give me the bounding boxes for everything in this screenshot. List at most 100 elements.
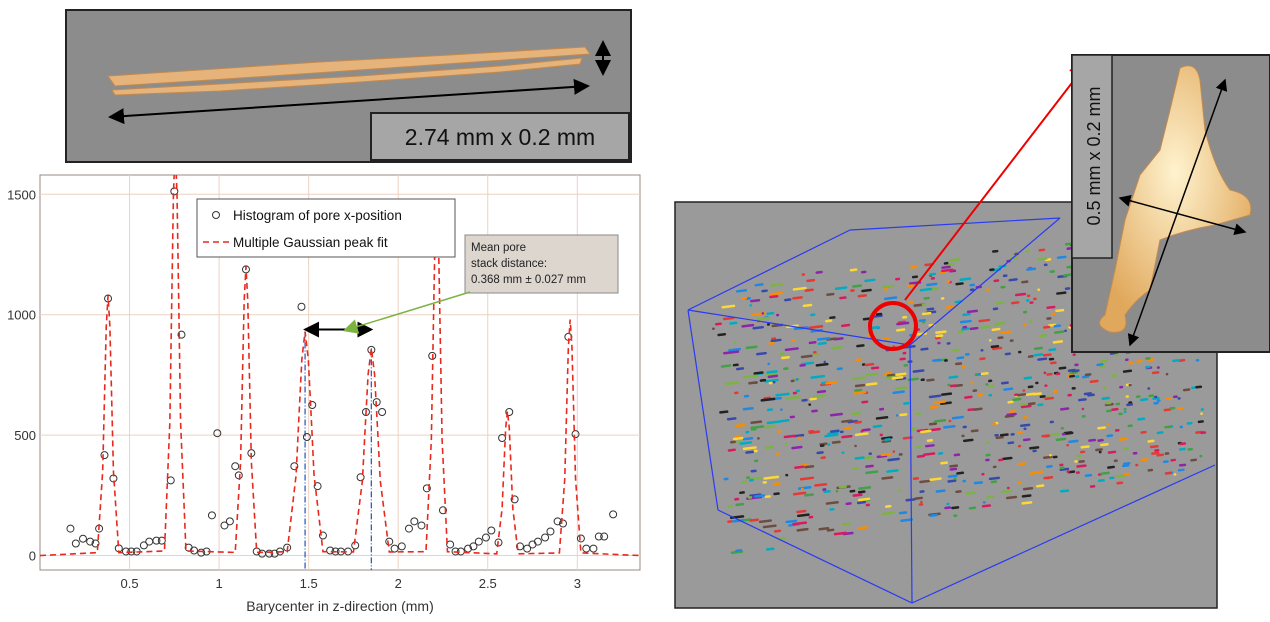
dimension-label: 2.74 mm x 0.2 mm [405, 124, 595, 150]
pore-streak [824, 491, 829, 492]
pore-streak [814, 395, 824, 396]
pore-streak [767, 549, 773, 550]
pore-streak [1064, 275, 1071, 276]
pore-streak [1088, 395, 1093, 396]
pore-streak [1029, 403, 1034, 404]
pore-streak [894, 392, 904, 393]
pore-streak [1152, 453, 1158, 454]
pore-streak [756, 284, 763, 285]
pore-streak [930, 424, 936, 425]
pore-streak [971, 328, 977, 329]
pore-streak [737, 504, 743, 505]
pore-streak [930, 396, 940, 397]
pore-streak [1154, 398, 1159, 399]
pore-streak [765, 477, 778, 479]
pore-streak [769, 376, 777, 377]
pore-streak [1008, 414, 1016, 415]
pore-streak [767, 447, 773, 448]
pore-streak [827, 502, 838, 503]
pore-streak [857, 345, 863, 346]
pore-streak [949, 265, 953, 266]
pore-streak [1141, 399, 1147, 400]
y-tick-label: 500 [14, 428, 36, 443]
pore-streak [810, 326, 822, 327]
pore-streak [1018, 394, 1025, 395]
pore-streak [1089, 440, 1094, 441]
pore-streak [1158, 432, 1162, 433]
pore-streak [987, 497, 993, 498]
chart: 0.511.522.53050010001500Barycenter in z-… [7, 146, 640, 614]
pore-streak [937, 491, 944, 492]
pore-streak [883, 477, 893, 478]
pore-streak [1083, 377, 1088, 378]
pore-streak [1180, 465, 1185, 466]
pore-streak [1043, 436, 1049, 437]
x-tick-label: 2.5 [479, 576, 497, 591]
pore-streak [942, 463, 947, 464]
pore-streak [866, 364, 873, 365]
pore-streak [936, 332, 945, 333]
pore-streak [787, 521, 796, 522]
pore-streak [1037, 486, 1043, 487]
pore-streak [917, 333, 925, 334]
pore-streak [1165, 410, 1170, 411]
pore-streak [928, 380, 934, 381]
pore-streak [958, 358, 963, 359]
pore-streak [898, 323, 909, 324]
pore-streak [1069, 441, 1077, 442]
pore-streak [1021, 404, 1027, 405]
pore-streak [772, 340, 781, 341]
pore-streak [1165, 427, 1169, 428]
pore-streak [1101, 361, 1106, 362]
pore-streak [931, 479, 941, 480]
pore-streak [969, 409, 974, 410]
pore-streak [831, 414, 841, 415]
pore-streak [931, 515, 937, 516]
pore-streak [737, 290, 746, 291]
pore-streak [819, 343, 826, 344]
pore-streak [743, 325, 753, 326]
pore-streak [951, 469, 956, 470]
pore-streak [842, 325, 849, 326]
pore-streak [853, 286, 860, 287]
annotation-text: Mean pore [471, 242, 526, 254]
pore-streak [749, 382, 756, 383]
pore-streak [893, 377, 902, 378]
pore-streak [990, 478, 999, 479]
pore-streak [768, 421, 780, 422]
pore-streak [1124, 371, 1131, 372]
pore-streak [1009, 443, 1013, 444]
pore-streak [812, 376, 824, 377]
pore-streak [752, 427, 763, 428]
pore-streak [1071, 372, 1077, 373]
pore-streak [883, 286, 893, 287]
pore-streak [734, 438, 742, 439]
pore-streak [851, 270, 856, 271]
pore-streak [877, 417, 887, 418]
pore-streak [744, 447, 755, 448]
pore-streak [859, 499, 869, 500]
pore-streak [1022, 406, 1030, 407]
pore-streak [853, 413, 860, 414]
pore-streak [777, 394, 789, 395]
pore-streak [1101, 444, 1107, 445]
pore-streak [982, 327, 990, 328]
annotation-text: 0.368 mm ± 0.027 mm [471, 274, 586, 286]
pore-streak [1050, 349, 1055, 350]
pore-streak [1013, 399, 1020, 400]
pore-streak [1127, 404, 1131, 405]
pore-streak [1046, 398, 1053, 399]
pore-streak [946, 507, 951, 508]
pore-streak [1184, 390, 1189, 391]
x-tick-label: 2 [395, 576, 402, 591]
y-tick-label: 1000 [7, 308, 36, 323]
pore-streak [950, 259, 959, 260]
pore-streak [1035, 348, 1042, 349]
pore-streak [970, 508, 975, 509]
pore-streak [818, 452, 823, 453]
pore-streak [922, 349, 928, 350]
pore-streak [811, 399, 816, 400]
pore-streak [1024, 488, 1032, 489]
legend-label: Histogram of pore x-position [233, 208, 402, 223]
pore-streak [786, 348, 798, 349]
